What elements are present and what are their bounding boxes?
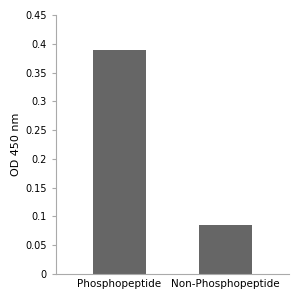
Bar (93, 50, 146, 274)
Y-axis label: OD 450 nm: OD 450 nm (11, 113, 21, 176)
Bar (199, 225, 252, 274)
